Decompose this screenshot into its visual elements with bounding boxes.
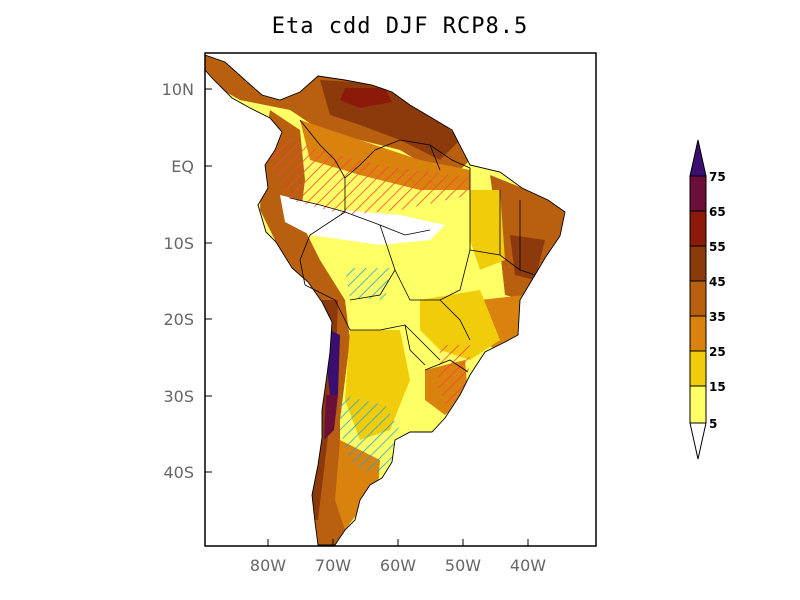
colorbar-bin-25-35 (689, 315, 707, 352)
colorbar-bin-15-25 (689, 350, 707, 387)
colorbar-label-55: 55 (709, 240, 726, 254)
hatch-blue-bolivia (345, 268, 390, 300)
lat-label-30s: 30S (163, 387, 194, 406)
lat-ticks (205, 88, 212, 473)
lon-label-80w: 80W (250, 556, 286, 575)
colorbar-label-15: 15 (709, 380, 726, 394)
shade-venezuela (340, 88, 392, 108)
lat-label-10s: 10S (163, 234, 194, 253)
colorbar: 75 65 55 45 35 25 15 5 (689, 139, 726, 460)
lat-label-eq: EQ (171, 157, 194, 176)
hatch-blue-argentina (340, 395, 400, 475)
colorbar-bin-5-15 (689, 385, 707, 424)
map-frame (204, 52, 597, 547)
colorbar-label-25: 25 (709, 345, 726, 359)
colorbar-bin-35-45 (689, 280, 707, 317)
colorbar-bin-55-65 (689, 210, 707, 247)
colorbar-max-arrow (689, 139, 707, 177)
coastline (205, 54, 566, 546)
lat-label-40s: 40S (163, 463, 194, 482)
colorbar-bin-65-75 (689, 175, 707, 212)
colorbar-label-35: 35 (709, 310, 726, 324)
lon-label-50w: 50W (445, 556, 481, 575)
lat-label-10n: 10N (162, 80, 194, 99)
shade-chile-red (324, 395, 338, 440)
lat-labels: 10N EQ 10S 20S 30S 40S (162, 80, 194, 482)
colorbar-label-75: 75 (709, 170, 726, 184)
lat-label-20s: 20S (163, 310, 194, 329)
colorbar-bin-45-55 (689, 245, 707, 282)
shade-south-brazil (420, 290, 500, 360)
lon-label-70w: 70W (315, 556, 351, 575)
map-title: Eta cdd DJF RCP8.5 (271, 14, 529, 39)
lon-ticks (267, 539, 529, 546)
colorbar-min-arrow (689, 422, 707, 460)
lon-labels: 80W 70W 60W 50W 40W (250, 556, 546, 575)
colorbar-label-65: 65 (709, 205, 726, 219)
lon-label-40w: 40W (510, 556, 546, 575)
country-borders (289, 119, 536, 373)
shade-central-gold (470, 190, 505, 270)
lon-label-60w: 60W (380, 556, 416, 575)
colorbar-label-5: 5 (709, 417, 717, 431)
hatch-red-north (270, 130, 470, 215)
colorbar-label-45: 45 (709, 275, 726, 289)
